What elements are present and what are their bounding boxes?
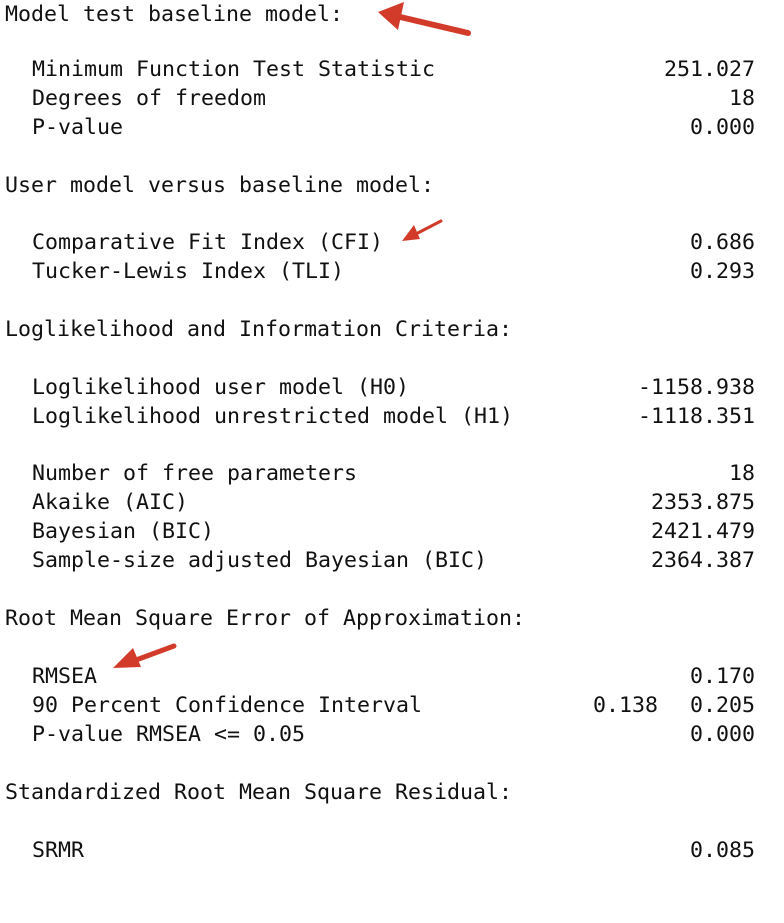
- stat-label: Akaike (AIC): [32, 490, 189, 515]
- stat-label: Bayesian (BIC): [32, 519, 215, 544]
- stat-row-cfi: Comparative Fit Index (CFI) 0.686: [32, 228, 755, 257]
- stat-label: Tucker-Lewis Index (TLI): [32, 259, 345, 284]
- stat-value: 18: [728, 461, 755, 486]
- stat-value: 0.000: [689, 115, 755, 140]
- stat-label: Minimum Function Test Statistic: [32, 57, 436, 82]
- stat-row-srmr: SRMR 0.085: [32, 836, 755, 865]
- stat-value: 2364.387: [650, 548, 755, 573]
- stat-label: Comparative Fit Index (CFI): [32, 230, 384, 255]
- stat-value: 0.085: [689, 838, 755, 863]
- stat-row-p-value-rmsea: P-value RMSEA <= 0.05 0.000: [32, 720, 755, 749]
- stat-label: Number of free parameters: [32, 461, 358, 486]
- ci-lower-value: 0.138: [592, 693, 658, 718]
- stat-row-confidence-interval: 90 Percent Confidence Interval 0.138 0.2…: [32, 691, 755, 720]
- stat-row-adjusted-bic: Sample-size adjusted Bayesian (BIC) 2364…: [32, 546, 755, 575]
- section-title-rmsea: Root Mean Square Error of Approximation:: [5, 606, 526, 631]
- stat-value: 0.170: [689, 664, 755, 689]
- stat-value: 0.293: [689, 259, 755, 284]
- stat-label: Loglikelihood user model (H0): [32, 375, 410, 400]
- stat-row-loglik-user: Loglikelihood user model (H0) -1158.938: [32, 373, 755, 402]
- stat-row-p-value: P-value 0.000: [32, 113, 755, 142]
- section-title-srmr: Standardized Root Mean Square Residual:: [5, 780, 513, 805]
- stat-row-rmsea: RMSEA 0.170: [32, 662, 755, 691]
- arrow-icon: [378, 2, 471, 36]
- stat-value: 251.027: [663, 57, 755, 82]
- stat-row-degrees-freedom: Degrees of freedom 18: [32, 84, 755, 113]
- stat-label: Sample-size adjusted Bayesian (BIC): [32, 548, 488, 573]
- stat-value: -1158.938: [637, 375, 755, 400]
- stat-label: P-value RMSEA <= 0.05: [32, 722, 306, 747]
- stat-label: RMSEA: [32, 664, 98, 689]
- stat-value: -1118.351: [637, 404, 755, 429]
- stat-row-aic: Akaike (AIC) 2353.875: [32, 488, 755, 517]
- stat-label: Loglikelihood unrestricted model (H1): [32, 404, 514, 429]
- stat-row-loglik-unrestricted: Loglikelihood unrestricted model (H1) -1…: [32, 402, 755, 431]
- stat-label: 90 Percent Confidence Interval: [32, 693, 423, 718]
- stat-row-bic: Bayesian (BIC) 2421.479: [32, 517, 755, 546]
- stat-row-free-parameters: Number of free parameters 18: [32, 459, 755, 488]
- section-title-baseline: Model test baseline model:: [5, 2, 344, 27]
- stat-label: Degrees of freedom: [32, 86, 267, 111]
- ci-upper-value: 0.205: [689, 693, 755, 718]
- section-title-user-vs-baseline: User model versus baseline model:: [5, 173, 435, 198]
- stat-value: 2353.875: [650, 490, 755, 515]
- section-title-loglikelihood: Loglikelihood and Information Criteria:: [5, 317, 513, 342]
- stat-row-min-function: Minimum Function Test Statistic 251.027: [32, 55, 755, 84]
- stat-label: P-value: [32, 115, 124, 140]
- stat-value: 0.000: [689, 722, 755, 747]
- stat-label: SRMR: [32, 838, 85, 863]
- stat-value: 2421.479: [650, 519, 755, 544]
- stat-row-tli: Tucker-Lewis Index (TLI) 0.293: [32, 257, 755, 286]
- stat-value: 18: [728, 86, 755, 111]
- stat-value: 0.686: [689, 230, 755, 255]
